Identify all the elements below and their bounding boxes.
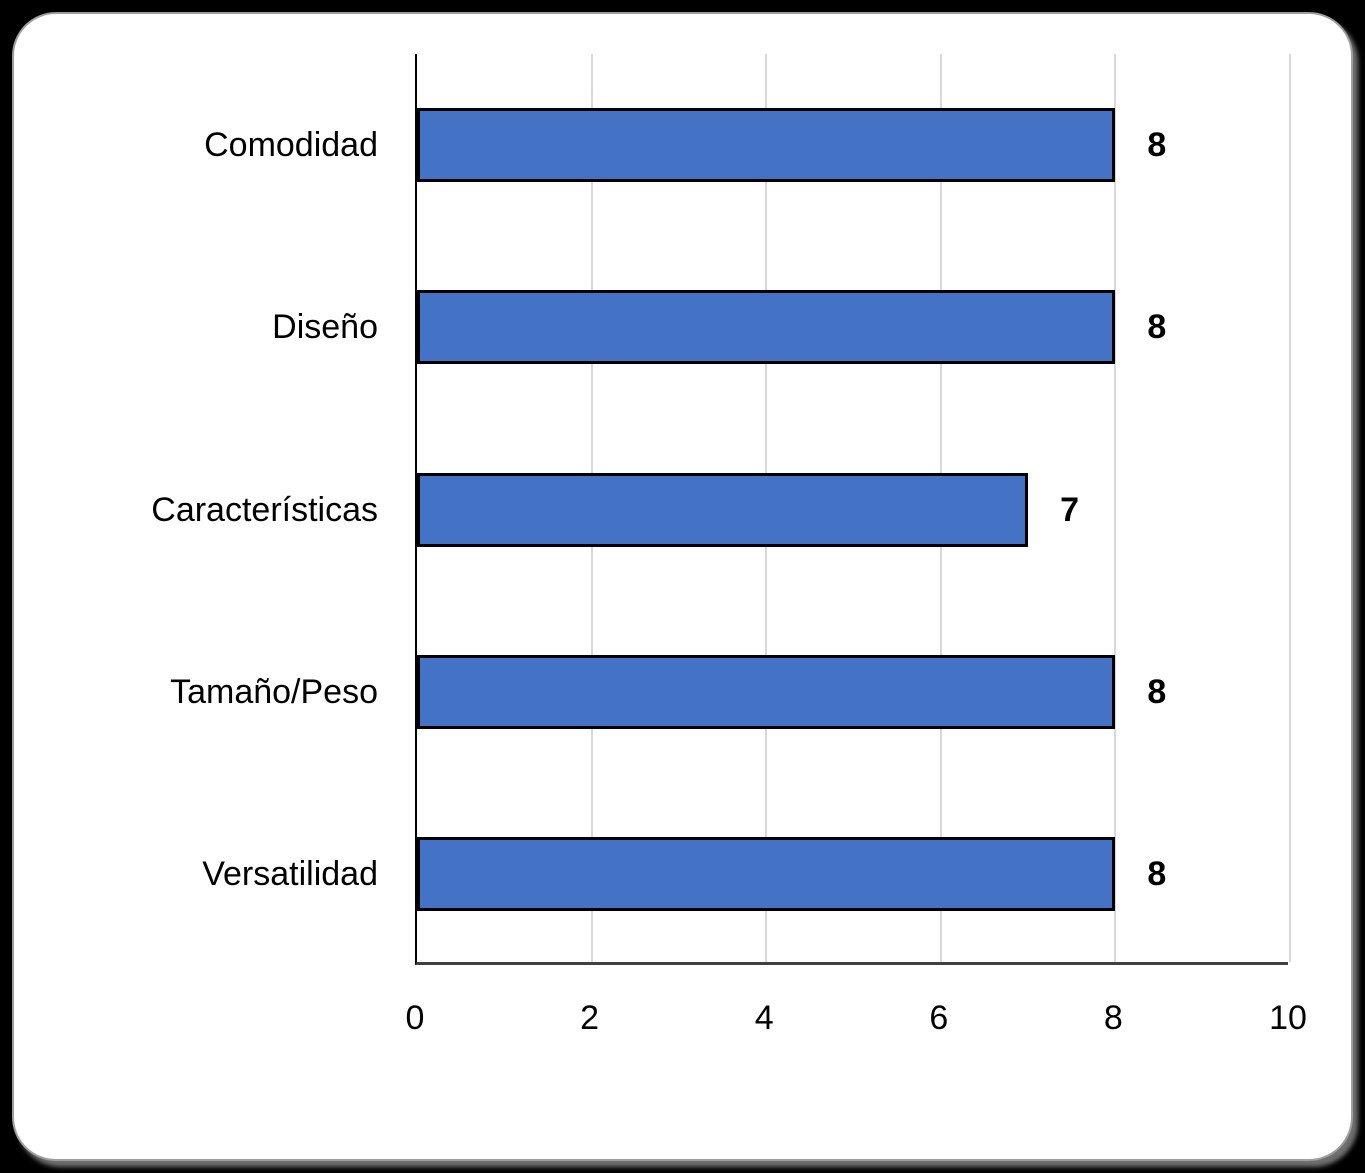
chart-card: Comodidad Diseño Características Tamaño/Pes… <box>12 12 1353 1161</box>
data-label: 8 <box>1147 308 1167 347</box>
data-label: 8 <box>1147 672 1167 711</box>
data-label: 8 <box>1147 854 1167 893</box>
gridline-x-10 <box>1289 54 1291 962</box>
x-tick-label-10: 10 <box>1269 999 1307 1037</box>
category-label: Diseño <box>272 308 378 347</box>
category-label: Tamaño/Peso <box>170 672 378 711</box>
x-tick-label-2: 2 <box>580 999 600 1037</box>
data-label: 7 <box>1060 490 1080 529</box>
plot-area: 8 8 7 8 8 <box>415 54 1291 965</box>
data-label: 8 <box>1147 126 1167 165</box>
x-tick-label-4: 4 <box>754 999 774 1037</box>
gridline-x-8 <box>1114 54 1117 962</box>
bar-versatilidad <box>417 836 1116 911</box>
category-label: Características <box>151 490 378 529</box>
bar-tama-o-peso <box>417 654 1116 729</box>
category-label: Versatilidad <box>202 854 378 893</box>
category-label: Comodidad <box>204 126 378 165</box>
bar-comodidad <box>417 108 1116 183</box>
bar-dise-o <box>417 290 1116 365</box>
x-tick-label-6: 6 <box>929 999 949 1037</box>
x-tick-label-0: 0 <box>405 999 425 1037</box>
bar-caracter-sticas <box>417 472 1029 547</box>
x-tick-label-8: 8 <box>1103 999 1123 1037</box>
